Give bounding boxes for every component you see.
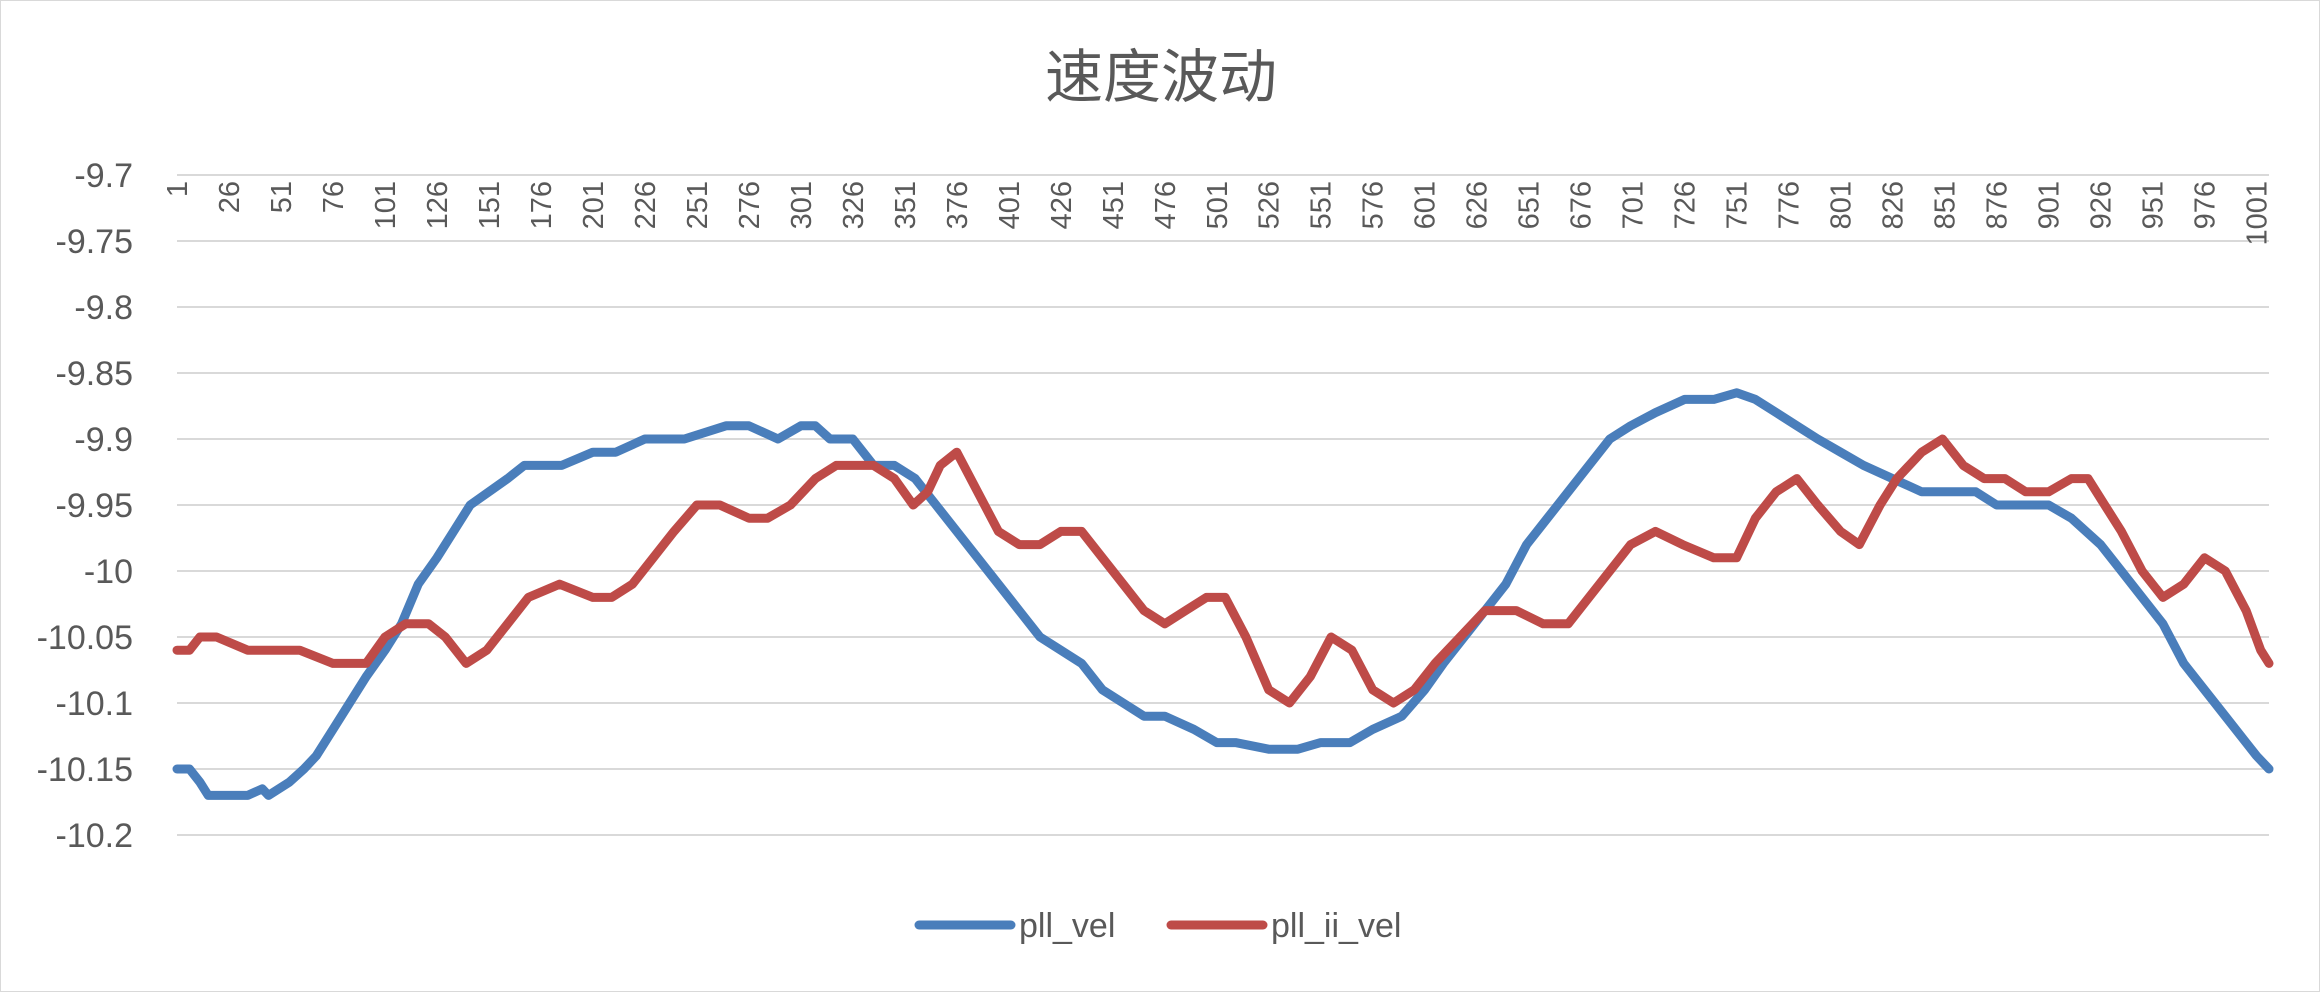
x-tick-label: 301 <box>786 181 818 229</box>
y-tick-label: -9.75 <box>56 223 134 261</box>
x-tick-label: 701 <box>1618 181 1650 229</box>
x-tick-label: 676 <box>1566 181 1598 229</box>
x-tick-label: 201 <box>578 181 610 229</box>
x-tick-label: 876 <box>1982 181 2014 229</box>
x-tick-label: 501 <box>1202 181 1234 229</box>
x-tick-label: 76 <box>318 181 350 213</box>
y-tick-label: -10.1 <box>56 685 134 723</box>
x-tick-label: 351 <box>890 181 922 229</box>
y-tick-label: -9.9 <box>74 421 133 459</box>
x-tick-label: 976 <box>2190 181 2222 229</box>
x-tick-label: 901 <box>2034 181 2066 229</box>
x-axis-tick-labels: 1 26 51 76 101 126 151 176 201 226 251 276 301 326 351… <box>162 181 2274 246</box>
x-tick-label: 426 <box>1046 181 1078 229</box>
x-tick-label: 51 <box>266 181 298 213</box>
x-tick-label: 551 <box>1306 181 1338 229</box>
x-tick-label: 801 <box>1826 181 1858 229</box>
y-tick-label: -10.2 <box>56 817 134 855</box>
series-line-pll-vel <box>172 388 2274 800</box>
x-tick-label: 626 <box>1462 181 1494 229</box>
x-tick-label: 1 <box>162 181 194 197</box>
x-tick-label: 476 <box>1150 181 1182 229</box>
x-tick-label: 126 <box>422 181 454 229</box>
y-tick-label: -9.85 <box>56 355 134 393</box>
x-tick-label: 326 <box>838 181 870 229</box>
x-tick-label: 451 <box>1098 181 1130 229</box>
x-tick-label: 851 <box>1930 181 1962 229</box>
y-axis-tick-labels: -9.7 -9.75 -9.8 -9.85 -9.9 -9.95 -10 -10.05 -10.… <box>37 157 133 855</box>
x-tick-label: 176 <box>526 181 558 229</box>
x-tick-label: 1001 <box>2242 181 2274 246</box>
x-tick-label: 226 <box>630 181 662 229</box>
y-tick-label: -10 <box>84 553 133 591</box>
x-tick-label: 251 <box>682 181 714 229</box>
y-tick-label: -9.8 <box>74 289 133 327</box>
series-line-pll-ii-vel <box>172 434 2274 708</box>
y-tick-label: -9.7 <box>74 157 133 195</box>
x-tick-label: 401 <box>994 181 1026 229</box>
x-tick-label: 726 <box>1670 181 1702 229</box>
x-tick-label: 776 <box>1774 181 1806 229</box>
gridlines <box>177 174 2269 836</box>
x-tick-label: 926 <box>2086 181 2118 229</box>
chart-title: 速度波动 <box>1045 43 1277 111</box>
x-tick-label: 151 <box>474 181 506 229</box>
x-tick-label: 651 <box>1514 181 1546 229</box>
legend: pll_vel pll_ii_vel <box>914 907 1401 945</box>
y-tick-label: -10.05 <box>37 619 133 657</box>
x-tick-label: 101 <box>370 181 402 229</box>
y-tick-label: -10.15 <box>37 751 133 789</box>
x-tick-label: 576 <box>1358 181 1390 229</box>
x-tick-label: 276 <box>734 181 766 229</box>
legend-label: pll_ii_vel <box>1271 907 1401 945</box>
x-tick-label: 951 <box>2138 181 2170 229</box>
x-tick-label: 376 <box>942 181 974 229</box>
x-tick-label: 751 <box>1722 181 1754 229</box>
x-tick-label: 26 <box>214 181 246 213</box>
series-lines <box>172 388 2274 800</box>
x-tick-label: 526 <box>1254 181 1286 229</box>
legend-label: pll_vel <box>1019 907 1115 945</box>
x-tick-label: 601 <box>1410 181 1442 229</box>
x-tick-label: 826 <box>1878 181 1910 229</box>
y-tick-label: -9.95 <box>56 487 134 525</box>
